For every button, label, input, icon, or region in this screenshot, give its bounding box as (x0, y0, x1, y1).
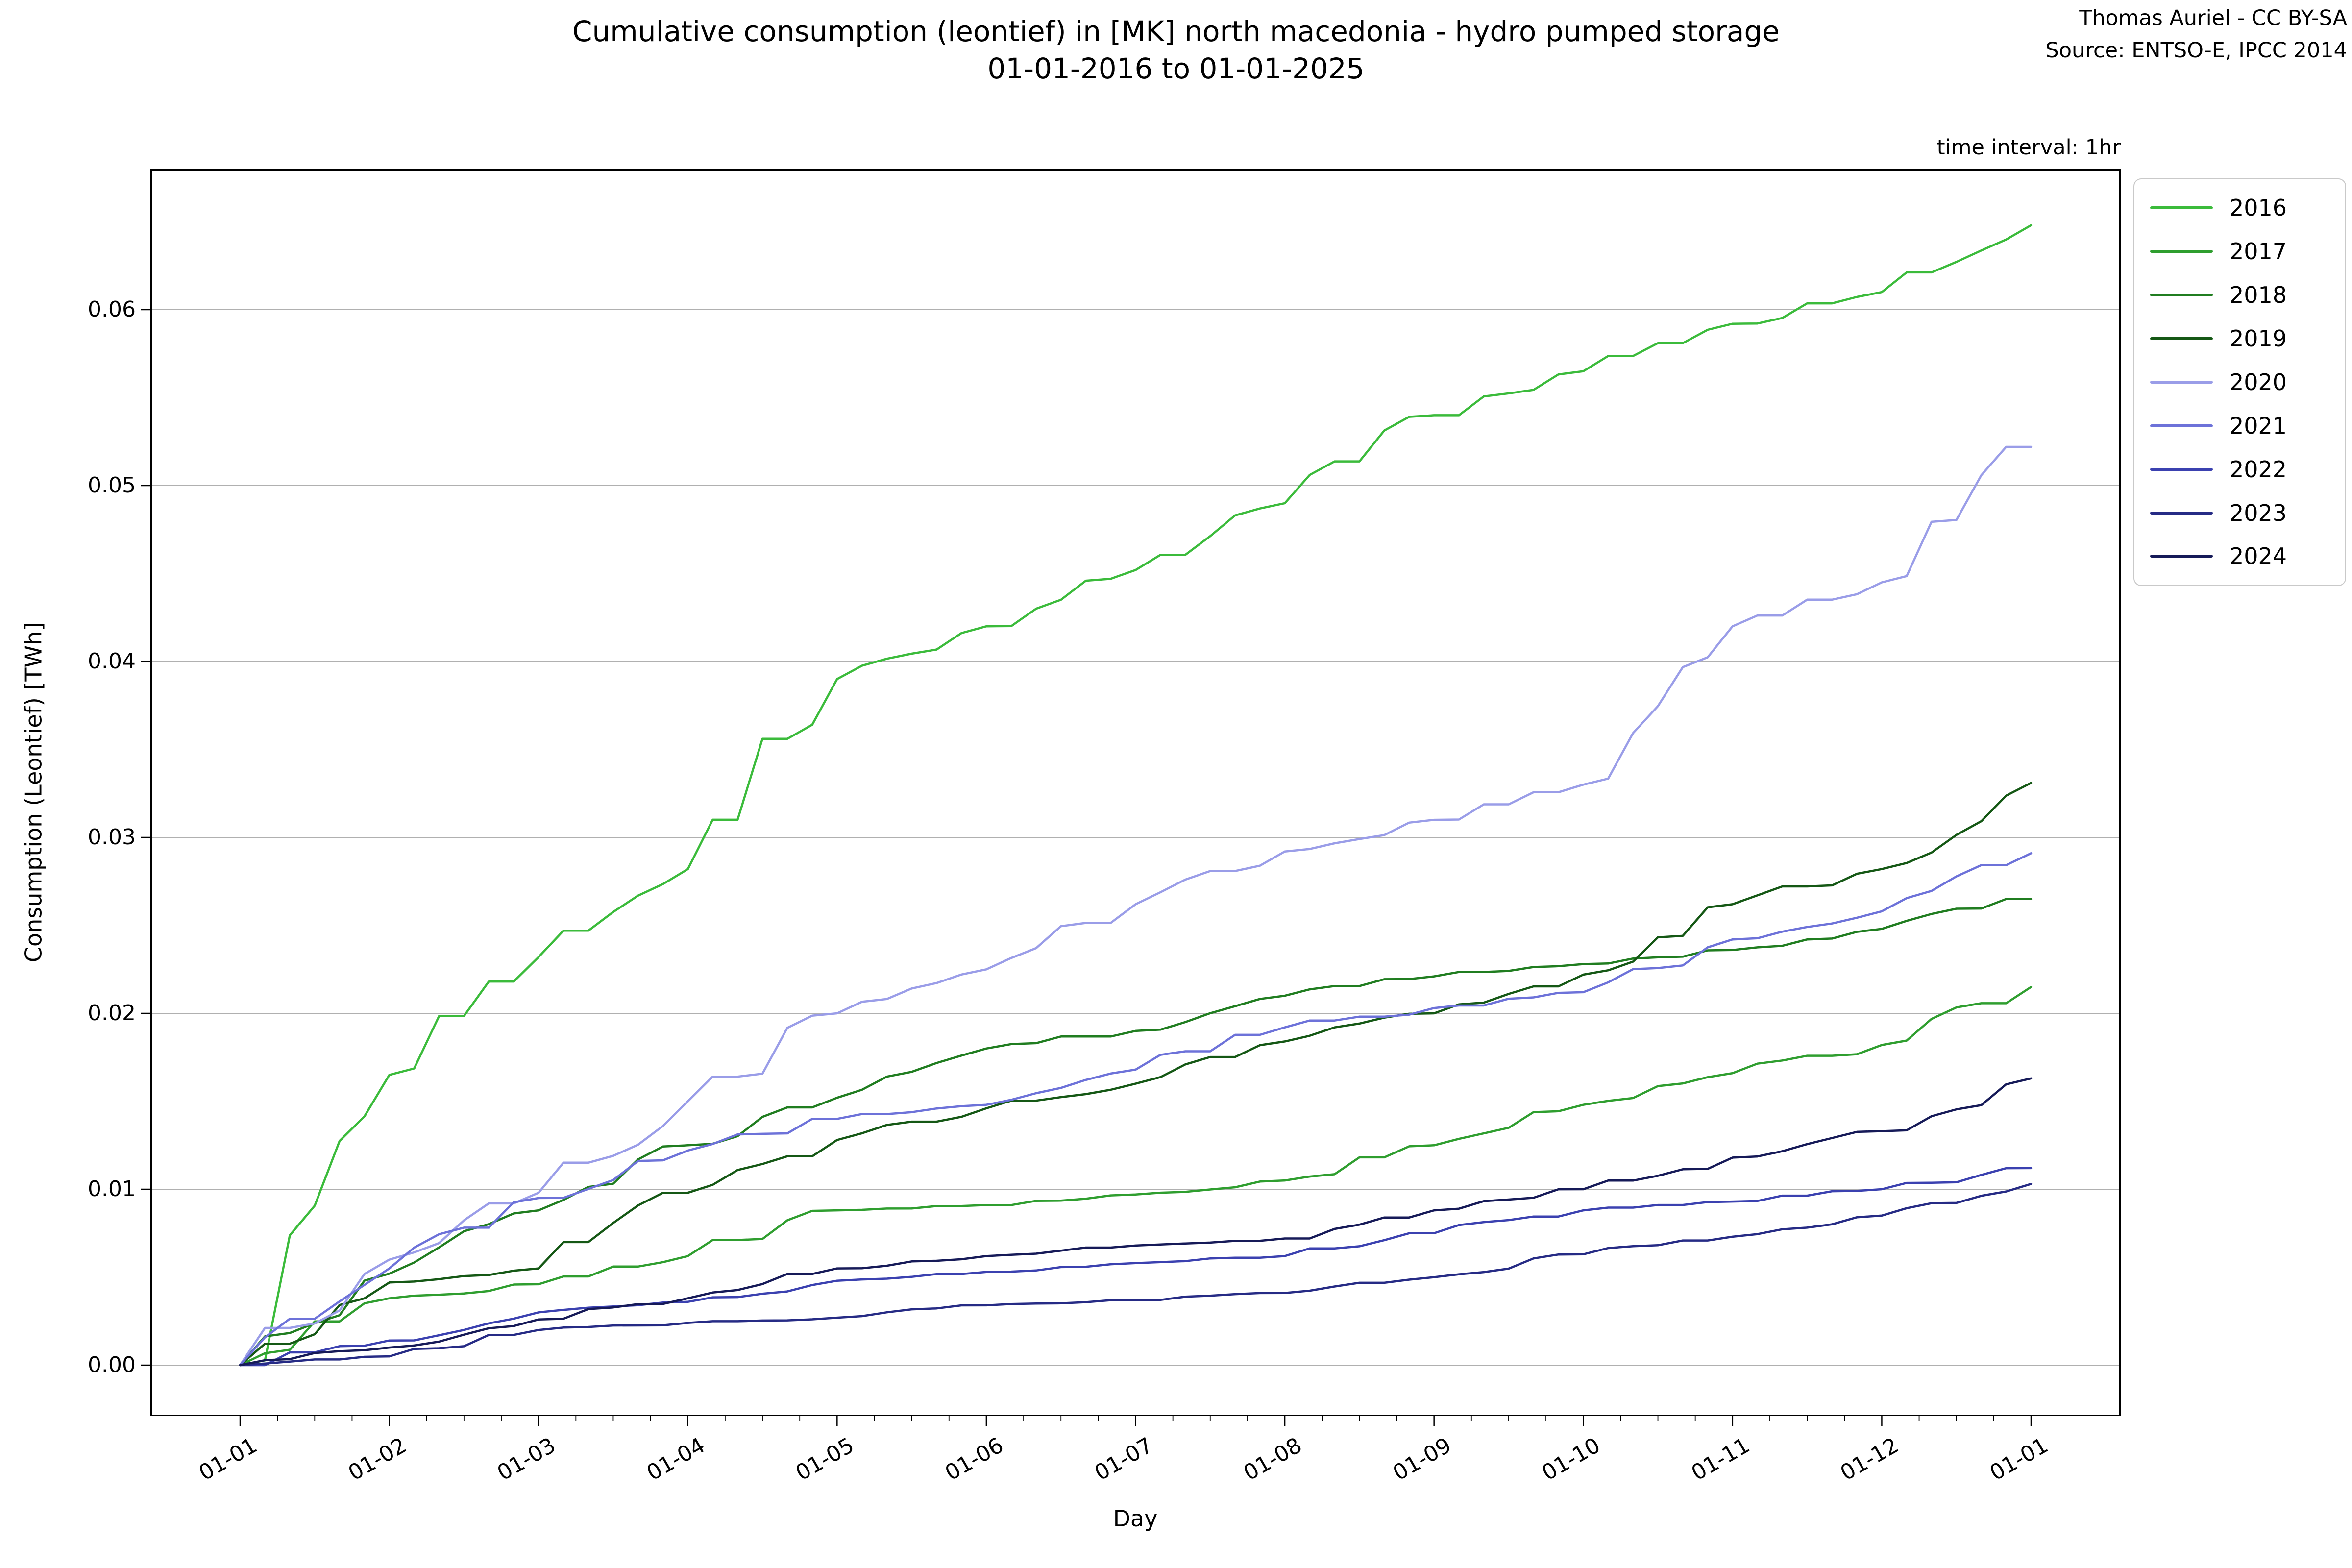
series-line-2024 (239, 1077, 2033, 1367)
legend-item-2017: 2017 (2134, 238, 2345, 265)
legend-item-2022: 2022 (2134, 456, 2345, 483)
x-tick-label: 01-05 (791, 1433, 858, 1486)
title-block: Cumulative consumption (leontief) in [MK… (196, 13, 2156, 87)
legend-item-label: 2020 (2230, 368, 2287, 395)
series-line-2016 (239, 224, 2033, 1367)
legend-item-2023: 2023 (2134, 500, 2345, 526)
legend-line-swatch (2150, 337, 2213, 341)
x-tick-label: 01-10 (1538, 1433, 1605, 1486)
legend-item-label: 2018 (2230, 282, 2287, 309)
legend-item-label: 2019 (2230, 325, 2287, 352)
x-tick-label: 01-04 (642, 1433, 710, 1486)
series-line-2017 (239, 985, 2033, 1367)
attribution-source: Source: ENTSO-E, IPCC 2014 (2045, 38, 2347, 63)
y-tick-label: 0.05 (88, 473, 136, 498)
x-axis-label: Day (1113, 1505, 1158, 1532)
chart-canvas (141, 169, 2121, 1426)
legend-line-swatch (2150, 250, 2213, 253)
legend-item-2019: 2019 (2134, 325, 2345, 352)
x-tick-label: 01-02 (343, 1433, 411, 1486)
y-tick-label: 0.01 (88, 1176, 136, 1201)
x-tick-label: 01-01 (1985, 1433, 2053, 1486)
legend-item-label: 2024 (2230, 543, 2287, 570)
page-title: Cumulative consumption (leontief) in [MK… (572, 15, 1780, 48)
page-title-daterange: 01-01-2016 to 01-01-2025 (987, 52, 1365, 85)
y-tick-label: 0.06 (88, 297, 136, 322)
plot-frame (150, 169, 2121, 1416)
legend-line-swatch (2150, 511, 2213, 514)
series-line-2018 (239, 898, 2033, 1367)
legend-line-swatch (2150, 555, 2213, 558)
series-line-2019 (239, 782, 2033, 1367)
legend: 2016 2017 2018 2019 2020 2021 2022 2023 2024 (2133, 178, 2346, 586)
legend-item-label: 2023 (2230, 499, 2287, 526)
legend-line-swatch (2150, 380, 2213, 384)
series-line-2022 (239, 1167, 2033, 1367)
legend-item-2016: 2016 (2134, 195, 2345, 221)
legend-line-swatch (2150, 206, 2213, 210)
series-line-2020 (239, 445, 2033, 1367)
x-tick-label: 01-12 (1836, 1433, 1903, 1486)
y-tick-label: 0.02 (88, 1001, 136, 1026)
legend-item-2020: 2020 (2134, 369, 2345, 395)
y-tick-label: 0.00 (88, 1352, 136, 1377)
x-tick-label: 01-03 (493, 1433, 560, 1486)
legend-line-swatch (2150, 424, 2213, 427)
legend-item-label: 2021 (2230, 412, 2287, 439)
x-tick-label: 01-06 (941, 1433, 1008, 1486)
legend-item-label: 2016 (2230, 195, 2287, 221)
x-tick-label: 01-01 (195, 1433, 262, 1486)
series-line-2023 (239, 1182, 2033, 1367)
x-tick-label: 01-09 (1388, 1433, 1456, 1486)
legend-item-2024: 2024 (2134, 543, 2345, 569)
y-axis-label: Consumption (Leontief) [TWh] (20, 622, 47, 963)
legend-item-label: 2017 (2230, 238, 2287, 265)
x-tick-label: 01-08 (1239, 1433, 1306, 1486)
y-tick-label: 0.03 (88, 825, 136, 850)
x-tick-label: 01-07 (1090, 1433, 1157, 1486)
attribution-author: Thomas Auriel - CC BY-SA (2079, 6, 2347, 30)
legend-item-2018: 2018 (2134, 282, 2345, 308)
legend-line-swatch (2150, 467, 2213, 471)
legend-item-label: 2022 (2230, 456, 2287, 483)
attribution: Thomas Auriel - CC BY-SA Source: ENTSO-E… (1597, 2, 2347, 67)
plot-area (141, 169, 2121, 1426)
legend-line-swatch (2150, 294, 2213, 297)
y-tick-label: 0.04 (88, 649, 136, 674)
x-tick-label: 01-11 (1687, 1433, 1754, 1486)
time-interval-note: time interval: 1hr (1936, 135, 2121, 160)
legend-item-2021: 2021 (2134, 413, 2345, 439)
series-line-2021 (239, 852, 2033, 1367)
